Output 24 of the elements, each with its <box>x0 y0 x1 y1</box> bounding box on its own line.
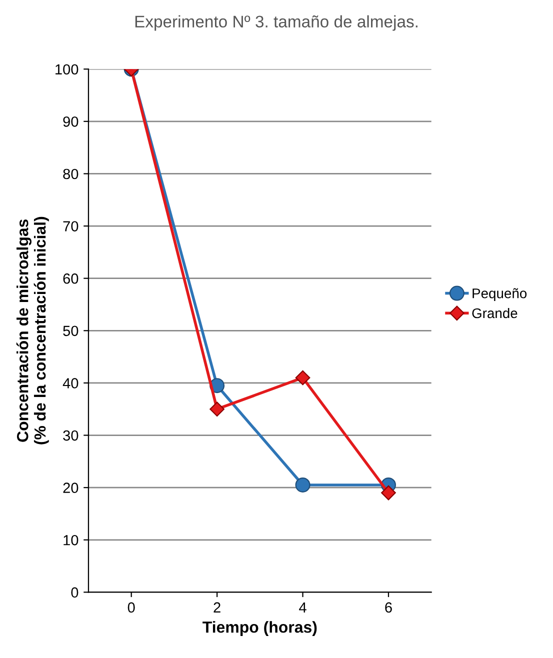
y-tick-label: 70 <box>63 221 78 232</box>
point <box>295 370 310 386</box>
y-tick-label: 50 <box>63 326 78 336</box>
y-tick-label: 20 <box>63 482 78 494</box>
x-axis-title: Tiempo (horas) <box>202 621 317 636</box>
point <box>295 477 310 492</box>
y-tick-label: 40 <box>62 378 78 388</box>
x-tick-label: 6 <box>385 602 392 613</box>
chart-title: Experimento Nº 3. tamaño de almejas. <box>135 15 418 31</box>
y-tick-label: 10 <box>64 534 78 546</box>
x-tick-label: 4 <box>299 602 306 612</box>
y-axis-title: Concentración de microalgas (% de la concentración inicial) <box>16 216 49 444</box>
legend-label: Pequeño <box>472 288 527 302</box>
y-tick-label: 90 <box>63 116 78 127</box>
x-tick-label: 0 <box>128 602 135 613</box>
y-tick-label: 30 <box>63 430 78 441</box>
point <box>381 485 396 500</box>
x-tick-label: 2 <box>214 602 220 612</box>
point <box>210 402 224 417</box>
y-tick-label: 0 <box>71 587 78 598</box>
legend-label: Grande <box>472 308 518 318</box>
y-tick-label: 60 <box>63 273 78 284</box>
y-tick-label: 100 <box>56 64 78 75</box>
y-tick-label: 80 <box>63 168 78 180</box>
